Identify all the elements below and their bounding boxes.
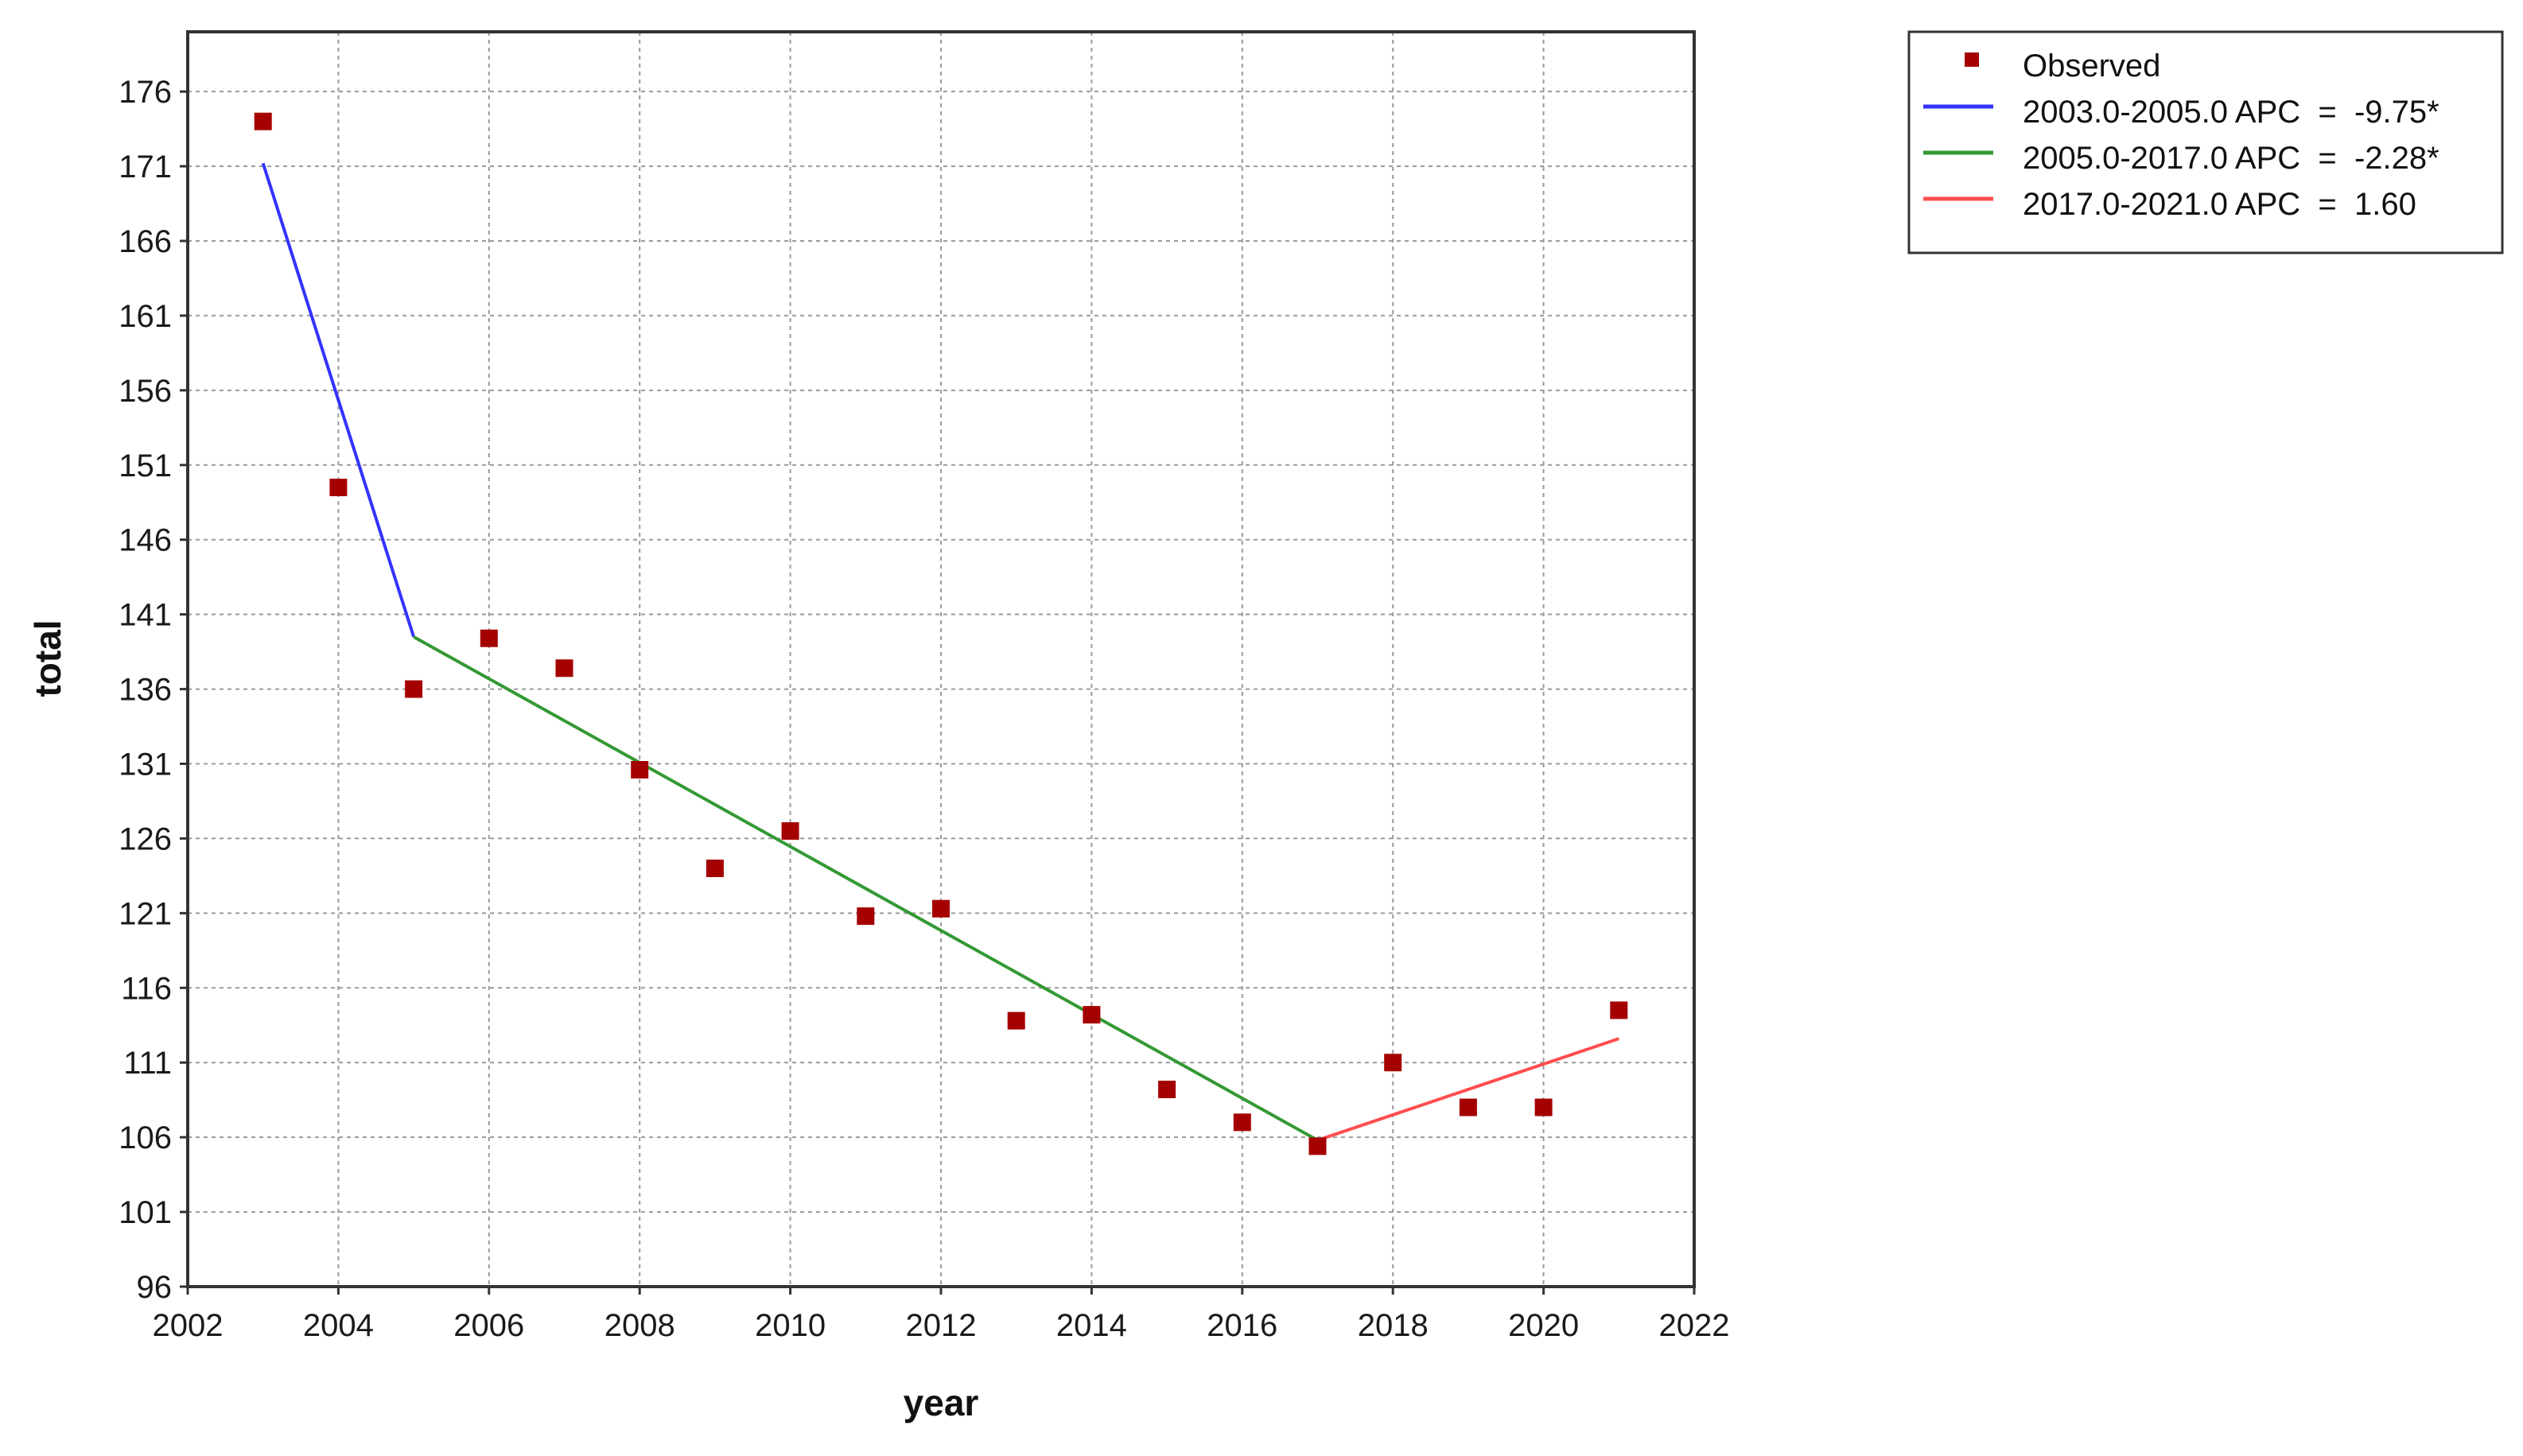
y-axis-title: total (27, 619, 68, 697)
observed-point (1083, 1006, 1101, 1024)
y-tick-label: 146 (119, 523, 172, 558)
observed-point (1158, 1081, 1176, 1099)
observed-point (857, 907, 875, 926)
y-tick-label: 106 (119, 1120, 172, 1155)
observed-point (932, 899, 950, 918)
x-tick-label: 2004 (303, 1308, 374, 1343)
observed-point (405, 680, 423, 698)
x-tick-label: 2008 (605, 1308, 675, 1343)
y-tick-label: 101 (119, 1195, 172, 1230)
observed-point (706, 860, 724, 877)
legend-label-2: 2005.0-2017.0 APC = -2.28* (2023, 141, 2439, 176)
observed-point (329, 478, 348, 496)
grid (188, 32, 1694, 1287)
y-tick-label: 156 (119, 374, 172, 409)
observed-point (254, 112, 272, 130)
legend-label-observed: Observed (2023, 49, 2160, 83)
x-tick-label: 2006 (453, 1308, 524, 1343)
y-tick-label: 166 (119, 224, 172, 259)
y-tick-label: 141 (119, 598, 172, 633)
y-axis: 96 101 106 111 116 121 126 131 136 141 146 151 156 16… (119, 75, 188, 1305)
observed-point (631, 761, 649, 779)
fit-segment-1 (261, 162, 416, 638)
observed-point (1610, 1001, 1628, 1019)
observed-point (1384, 1054, 1402, 1072)
x-tick-label: 2022 (1659, 1308, 1730, 1343)
observed-point (1534, 1098, 1553, 1116)
x-tick-label: 2020 (1508, 1308, 1579, 1343)
x-tick-label: 2012 (906, 1308, 977, 1343)
observed-point (781, 822, 799, 841)
observed-point (1459, 1098, 1477, 1116)
x-tick-label: 2016 (1207, 1308, 1277, 1343)
y-tick-label: 171 (119, 149, 172, 184)
x-tick-label: 2002 (153, 1308, 224, 1343)
legend-box (1907, 30, 2504, 254)
y-tick-label: 121 (119, 896, 172, 931)
x-tick-label: 2018 (1358, 1308, 1429, 1343)
fit-segment-3 (1316, 1037, 1619, 1142)
y-tick-label: 126 (119, 821, 172, 856)
observed-point (555, 659, 573, 678)
legend-marker-observed (1965, 52, 1979, 67)
x-tick-label: 2010 (755, 1308, 826, 1343)
observed-point (1233, 1113, 1251, 1132)
y-tick-label: 116 (121, 971, 172, 1006)
x-axis: 2002 2004 2006 2008 2010 2012 2014 2016 2018 2020… (153, 1287, 1730, 1343)
y-tick-label: 136 (119, 673, 172, 708)
y-tick-label: 161 (119, 299, 172, 334)
fit-lines (261, 162, 1619, 1142)
y-tick-label: 151 (119, 448, 172, 483)
observed-point (480, 629, 498, 647)
y-tick-label: 96 (137, 1270, 173, 1305)
observed-point (1007, 1011, 1025, 1030)
y-tick-label: 176 (119, 75, 172, 110)
y-tick-label: 111 (123, 1046, 172, 1081)
x-tick-label: 2014 (1056, 1308, 1127, 1343)
legend: Observed 2003.0-2005.0 APC = -9.75* 2005.0… (1907, 30, 2504, 254)
fit-segment-2 (413, 635, 1319, 1142)
y-tick-label: 131 (119, 747, 172, 782)
legend-label-1: 2003.0-2005.0 APC = -9.75* (2023, 95, 2439, 130)
observed-points (254, 112, 1628, 1155)
legend-label-3: 2017.0-2021.0 APC = 1.60 (2023, 187, 2416, 222)
observed-point (1308, 1137, 1327, 1155)
x-axis-title: year (904, 1382, 979, 1423)
